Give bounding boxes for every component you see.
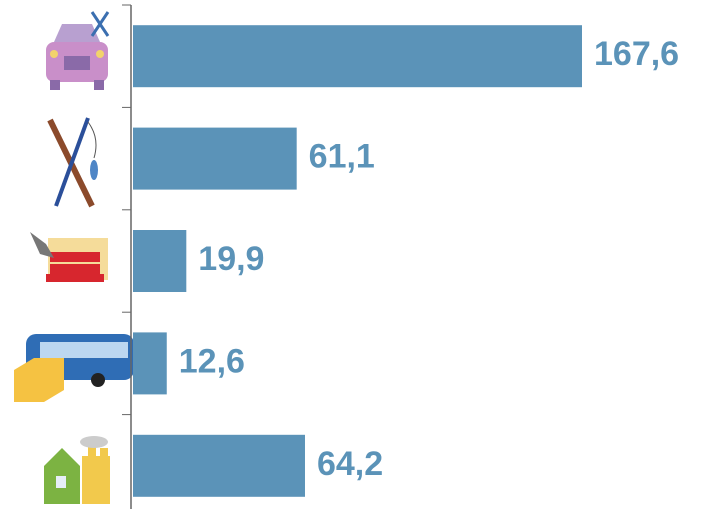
icon-hunting-fishing bbox=[50, 118, 98, 206]
bar bbox=[133, 128, 297, 190]
icon-car bbox=[46, 12, 108, 90]
value-label: 61,1 bbox=[309, 138, 375, 176]
value-label: 64,2 bbox=[317, 445, 383, 483]
value-label: 19,9 bbox=[198, 240, 264, 278]
icon-transport bbox=[14, 334, 134, 402]
bar bbox=[133, 25, 582, 87]
icon-housing-industry bbox=[44, 436, 110, 504]
icon-construction bbox=[30, 232, 108, 282]
value-label: 167,6 bbox=[594, 35, 679, 73]
page: 167,661,119,912,664,2 (() => { const dat… bbox=[0, 0, 703, 509]
chart: 167,6 61,1 19,9 12,6 64,2 bbox=[0, 0, 703, 509]
bar bbox=[133, 230, 186, 292]
value-label: 12,6 bbox=[179, 342, 245, 380]
bar bbox=[133, 332, 167, 394]
bar bbox=[133, 435, 305, 497]
